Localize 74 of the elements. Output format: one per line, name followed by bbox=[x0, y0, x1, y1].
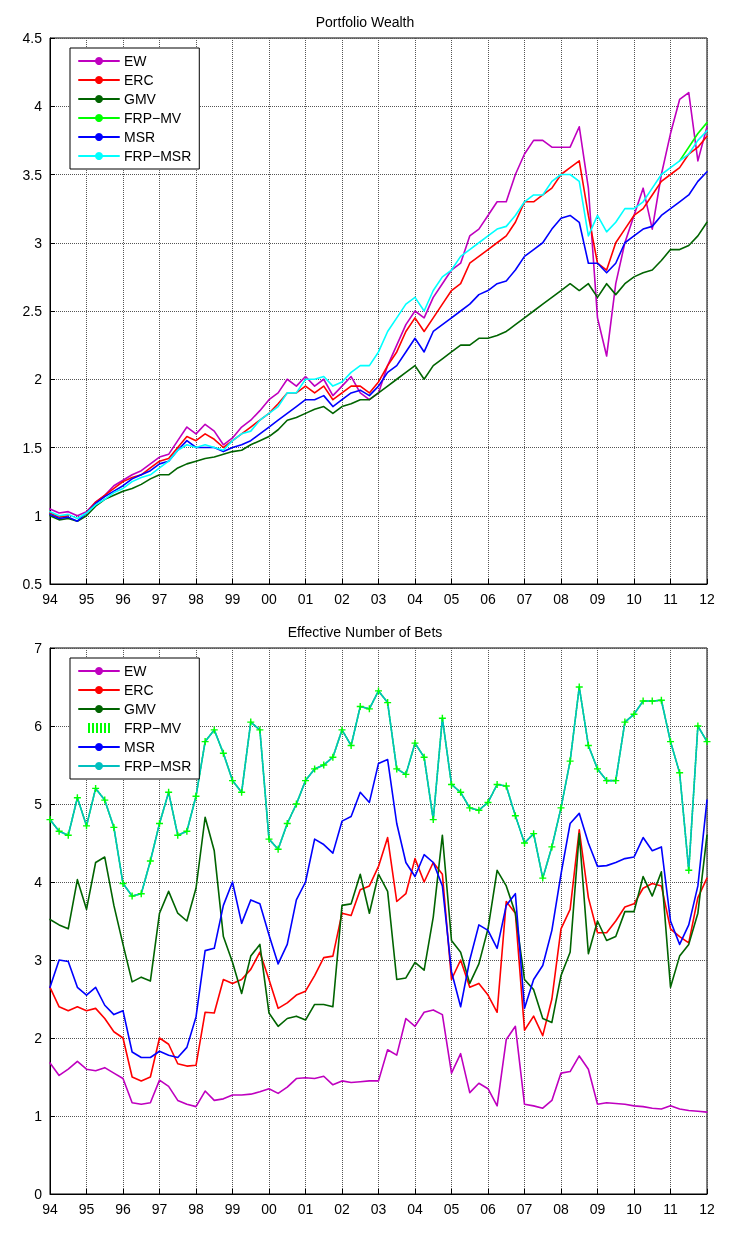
x-tick-label: 08 bbox=[553, 1201, 569, 1217]
y-tick-label: 4.5 bbox=[22, 30, 43, 46]
x-tick-label: 97 bbox=[151, 1201, 168, 1217]
line-series bbox=[678, 121, 708, 162]
legend-label: FRP−MV bbox=[124, 110, 182, 126]
legend-label: MSR bbox=[124, 739, 156, 755]
line-series bbox=[49, 816, 708, 1028]
x-tick-label: 03 bbox=[370, 1201, 387, 1217]
x-tick-label: 97 bbox=[151, 591, 168, 607]
x-tick-label: 99 bbox=[224, 1201, 241, 1217]
x-tick-label: 04 bbox=[407, 591, 423, 607]
x-tick-label: 94 bbox=[42, 591, 58, 607]
x-tick-label: 11 bbox=[663, 1201, 678, 1217]
y-tick-label: 2 bbox=[34, 371, 43, 388]
x-tick-label: 11 bbox=[663, 591, 678, 607]
x-tick-label: 04 bbox=[407, 1201, 423, 1217]
x-tick-label: 95 bbox=[78, 591, 95, 607]
x-tick-label: 96 bbox=[115, 591, 131, 607]
y-tick-label: 3 bbox=[34, 234, 43, 251]
y-tick-label: 3 bbox=[34, 952, 43, 968]
x-tick-label: 99 bbox=[224, 591, 241, 607]
x-tick-label: 06 bbox=[480, 591, 496, 607]
chart-title: Effective Number of Bets bbox=[287, 624, 443, 640]
x-tick-label: 01 bbox=[297, 591, 314, 607]
x-tick-label: 05 bbox=[443, 591, 460, 607]
x-tick-label: 05 bbox=[443, 1201, 460, 1217]
x-tick-label: 10 bbox=[626, 1201, 642, 1217]
y-tick-label: 7 bbox=[34, 640, 43, 656]
legend-label: MSR bbox=[124, 129, 156, 145]
x-tick-label: 98 bbox=[188, 591, 204, 607]
chart-title: Portfolio Wealth bbox=[315, 14, 415, 30]
legend-label: EW bbox=[124, 663, 148, 679]
y-tick-label: 1.5 bbox=[22, 439, 43, 456]
legend-label: FRP−MSR bbox=[124, 758, 192, 774]
y-tick-label: 0 bbox=[34, 1186, 43, 1202]
x-tick-label: 09 bbox=[589, 591, 606, 607]
legend-label: GMV bbox=[124, 701, 157, 717]
x-tick-label: 12 bbox=[699, 1201, 715, 1217]
x-tick-label: 03 bbox=[370, 591, 387, 607]
x-tick-label: 98 bbox=[188, 1201, 204, 1217]
y-tick-label: 4 bbox=[34, 98, 43, 115]
x-tick-label: 12 bbox=[699, 591, 715, 607]
y-tick-label: 6 bbox=[34, 718, 43, 734]
line-series bbox=[49, 758, 708, 1059]
legend-label: FRP−MV bbox=[124, 720, 182, 736]
y-tick-label: 2.5 bbox=[22, 303, 43, 319]
y-tick-label: 3.5 bbox=[22, 166, 43, 183]
x-tick-label: 01 bbox=[297, 1201, 314, 1217]
y-tick-label: 1 bbox=[34, 1108, 43, 1124]
x-tick-label: 94 bbox=[42, 1201, 58, 1217]
y-tick-label: 1 bbox=[34, 507, 43, 524]
x-tick-label: 07 bbox=[516, 591, 533, 607]
legend-label: GMV bbox=[124, 91, 157, 107]
legend-label: ERC bbox=[124, 682, 154, 698]
x-tick-label: 00 bbox=[261, 591, 277, 607]
y-tick-label: 5 bbox=[34, 796, 43, 812]
x-tick-label: 02 bbox=[334, 1201, 350, 1217]
x-tick-label: 96 bbox=[115, 1201, 131, 1217]
legend-label: ERC bbox=[124, 72, 154, 88]
y-tick-label: 2 bbox=[34, 1030, 43, 1046]
x-tick-label: 02 bbox=[334, 591, 350, 607]
line-series bbox=[49, 1009, 708, 1113]
legend-label: EW bbox=[124, 53, 148, 69]
x-tick-label: 08 bbox=[553, 591, 569, 607]
x-tick-label: 09 bbox=[589, 1201, 606, 1217]
legend-label: FRP−MSR bbox=[124, 148, 192, 164]
y-tick-label: 4 bbox=[34, 874, 43, 890]
line-series bbox=[49, 828, 708, 1082]
y-tick-label: 0.5 bbox=[22, 576, 43, 592]
x-tick-label: 07 bbox=[516, 1201, 533, 1217]
x-tick-label: 06 bbox=[480, 1201, 496, 1217]
x-tick-label: 95 bbox=[78, 1201, 95, 1217]
x-tick-label: 00 bbox=[261, 1201, 277, 1217]
x-tick-label: 10 bbox=[626, 591, 642, 607]
